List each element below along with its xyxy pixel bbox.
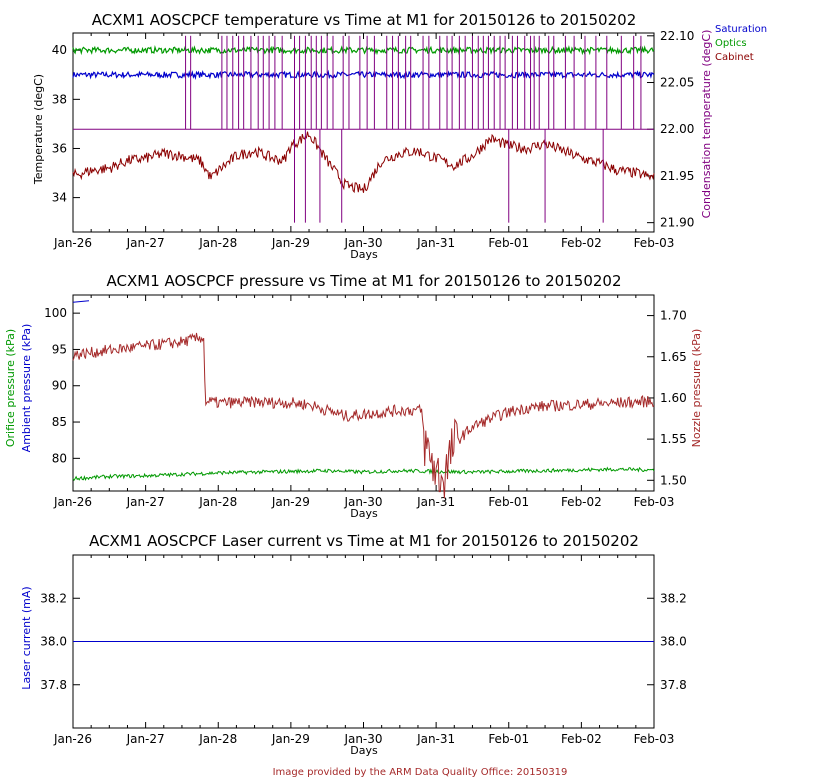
temperature-x-label: Days	[350, 248, 378, 261]
condensation-y-label: Condensation temperature (degC)	[700, 30, 713, 219]
plot-frame	[72, 294, 655, 492]
y-tick-label: 85	[52, 415, 67, 429]
y2-tick-label: 1.55	[660, 432, 687, 446]
legend-saturation: Saturation	[715, 24, 767, 35]
y-tick-label: 40	[52, 43, 67, 57]
footer-credit: Image provided by the ARM Data Quality O…	[273, 767, 568, 778]
legend-optics: Optics	[715, 38, 747, 49]
temperature-chart-title: ACXM1 AOSCPCF temperature vs Time at M1 …	[92, 11, 636, 29]
x-tick-label: Jan-28	[198, 236, 237, 250]
x-tick-label: Jan-31	[416, 732, 455, 746]
plot-frame	[72, 32, 655, 233]
x-tick-label: Jan-29	[271, 236, 310, 250]
x-tick-label: Jan-30	[343, 495, 382, 509]
y2-tick-label: 1.50	[660, 473, 687, 487]
y-tick-label: 38	[52, 92, 67, 106]
laser-y-label: Laser current (mA)	[20, 586, 33, 689]
y-tick-label: 38.0	[40, 635, 67, 649]
x-tick-label: Jan-27	[126, 236, 165, 250]
x-tick-label: Jan-29	[271, 732, 310, 746]
x-tick-label: Jan-26	[53, 495, 92, 509]
x-tick-label: Feb-01	[488, 495, 529, 509]
ambient-y-label: Ambient pressure (kPa)	[20, 324, 33, 453]
y2-tick-label: 21.95	[660, 169, 694, 183]
x-tick-label: Jan-30	[343, 732, 382, 746]
laser-chart-title: ACXM1 AOSCPCF Laser current vs Time at M…	[89, 532, 639, 550]
saturation-line	[72, 69, 655, 80]
temperature-y-label: Temperature (degC)	[32, 74, 45, 185]
cabinet-line	[72, 131, 655, 194]
y2-tick-label: 22.00	[660, 122, 694, 136]
y2-tick-label: 22.10	[660, 29, 694, 43]
x-tick-label: Jan-26	[53, 732, 92, 746]
orifice-y-label: Orifice pressure (kPa)	[4, 329, 17, 447]
y2-tick-label: 38.0	[660, 635, 687, 649]
x-tick-label: Jan-27	[126, 495, 165, 509]
y-tick-label: 36	[52, 141, 67, 155]
pressure-chart-title: ACXM1 AOSCPCF pressure vs Time at M1 for…	[107, 272, 622, 290]
y-tick-label: 80	[52, 451, 67, 465]
y-tick-label: 95	[52, 342, 67, 356]
y-tick-label: 90	[52, 379, 67, 393]
x-tick-label: Jan-31	[416, 495, 455, 509]
y2-tick-label: 38.2	[660, 591, 687, 605]
y2-tick-label: 1.70	[660, 309, 687, 323]
x-tick-label: Jan-26	[53, 236, 92, 250]
x-tick-label: Feb-01	[488, 732, 529, 746]
x-tick-label: Jan-29	[271, 495, 310, 509]
x-tick-label: Jan-27	[126, 732, 165, 746]
y-tick-label: 37.8	[40, 678, 67, 692]
x-tick-label: Jan-30	[343, 236, 382, 250]
temperature-panel: ACXM1 AOSCPCF temperature vs Time at M1 …	[32, 11, 767, 261]
x-tick-label: Jan-31	[416, 236, 455, 250]
legend-cabinet: Cabinet	[715, 52, 754, 63]
x-tick-label: Feb-02	[561, 495, 602, 509]
y2-tick-label: 37.8	[660, 678, 687, 692]
laser-panel: ACXM1 AOSCPCF Laser current vs Time at M…	[20, 532, 687, 757]
x-tick-label: Feb-02	[561, 732, 602, 746]
x-tick-label: Feb-03	[634, 236, 675, 250]
y2-tick-label: 22.05	[660, 76, 694, 90]
nozzle-y-label: Nozzle pressure (kPa)	[690, 329, 703, 448]
y2-tick-label: 21.90	[660, 216, 694, 230]
x-tick-label: Feb-03	[634, 732, 675, 746]
x-tick-label: Feb-02	[561, 236, 602, 250]
x-tick-label: Feb-01	[488, 236, 529, 250]
y-tick-label: 100	[44, 306, 67, 320]
x-tick-label: Feb-03	[634, 495, 675, 509]
pressure-panel: ACXM1 AOSCPCF pressure vs Time at M1 for…	[4, 272, 703, 520]
laser-x-label: Days	[350, 744, 378, 757]
nozzle-pressure-line	[72, 332, 655, 499]
y2-tick-label: 1.60	[660, 391, 687, 405]
y-tick-label: 38.2	[40, 591, 67, 605]
y2-tick-label: 1.65	[660, 350, 687, 364]
x-tick-label: Jan-28	[198, 495, 237, 509]
y-tick-label: 34	[52, 191, 67, 205]
ambient-pressure-line	[72, 300, 90, 303]
x-tick-label: Jan-28	[198, 732, 237, 746]
optics-line	[72, 44, 655, 56]
pressure-x-label: Days	[350, 507, 378, 520]
orifice-pressure-line	[72, 466, 655, 482]
